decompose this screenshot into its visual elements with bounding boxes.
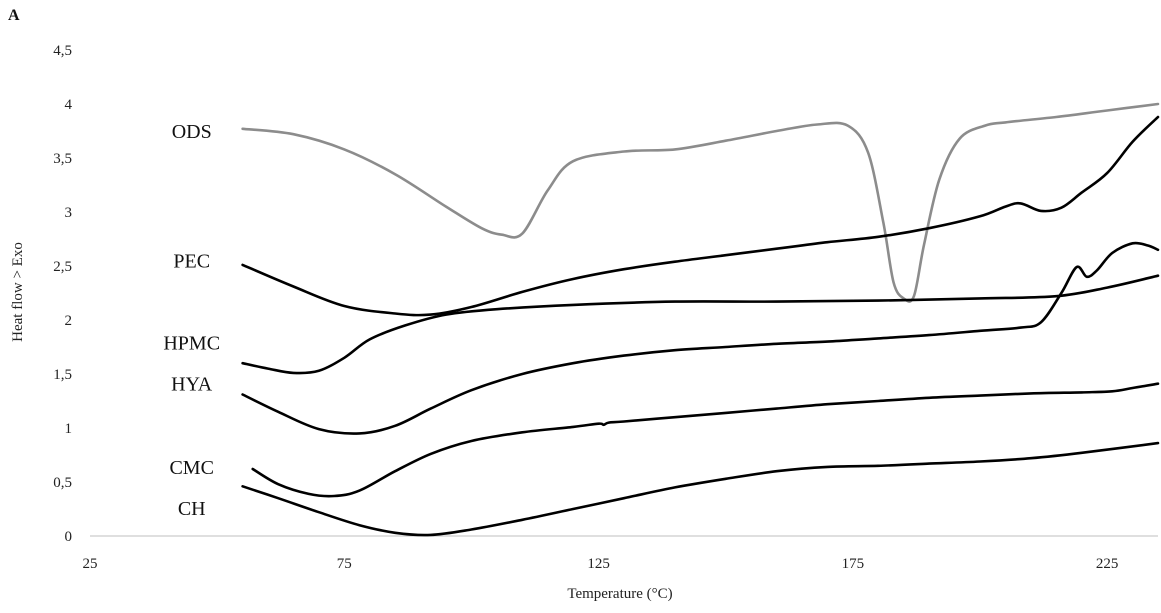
- series-line-hya: [241, 241, 1160, 435]
- x-tick-label: 225: [1096, 556, 1119, 572]
- series-label-ods: ODS: [172, 121, 212, 143]
- y-tick-label: 2: [65, 313, 73, 329]
- series-label-hpmc: HPMC: [163, 333, 220, 355]
- series-lines: [241, 102, 1160, 537]
- y-tick-label: 4,5: [53, 43, 72, 59]
- y-tick-label: 0,5: [53, 475, 72, 491]
- x-axis-tick-labels: 25 75 125 175 225: [83, 556, 1119, 572]
- y-axis-title: Heat flow > Exo: [10, 242, 26, 342]
- series-label-ch: CH: [178, 498, 206, 520]
- panel-label: A: [8, 7, 20, 24]
- series-label-cmc: CMC: [169, 457, 213, 479]
- x-tick-label: 125: [587, 556, 610, 572]
- y-tick-label: 0: [65, 529, 73, 545]
- series-label-hya: HYA: [171, 374, 213, 396]
- y-axis-tick-labels: 0 0,5 1 1,5 2 2,5 3 3,5 4 4,5: [53, 43, 72, 545]
- x-tick-label: 175: [842, 556, 865, 572]
- y-tick-label: 3,5: [53, 151, 72, 167]
- series-labels: ODS PEC HPMC HYA CMC CH: [163, 121, 220, 520]
- y-tick-label: 2,5: [53, 259, 72, 275]
- x-axis-title: Temperature (°C): [567, 586, 672, 602]
- y-tick-label: 3: [65, 205, 73, 221]
- series-line-ch: [241, 441, 1160, 537]
- series-label-pec: PEC: [173, 251, 210, 273]
- x-tick-label: 25: [83, 556, 98, 572]
- series-line-ods: [241, 102, 1160, 303]
- y-tick-label: 1,5: [53, 367, 72, 383]
- y-tick-label: 1: [65, 421, 73, 437]
- y-tick-label: 4: [65, 97, 73, 113]
- series-line-hpmc: [241, 274, 1160, 375]
- x-tick-label: 75: [337, 556, 352, 572]
- series-line-cmc: [251, 382, 1160, 498]
- series-line-pec: [241, 115, 1160, 317]
